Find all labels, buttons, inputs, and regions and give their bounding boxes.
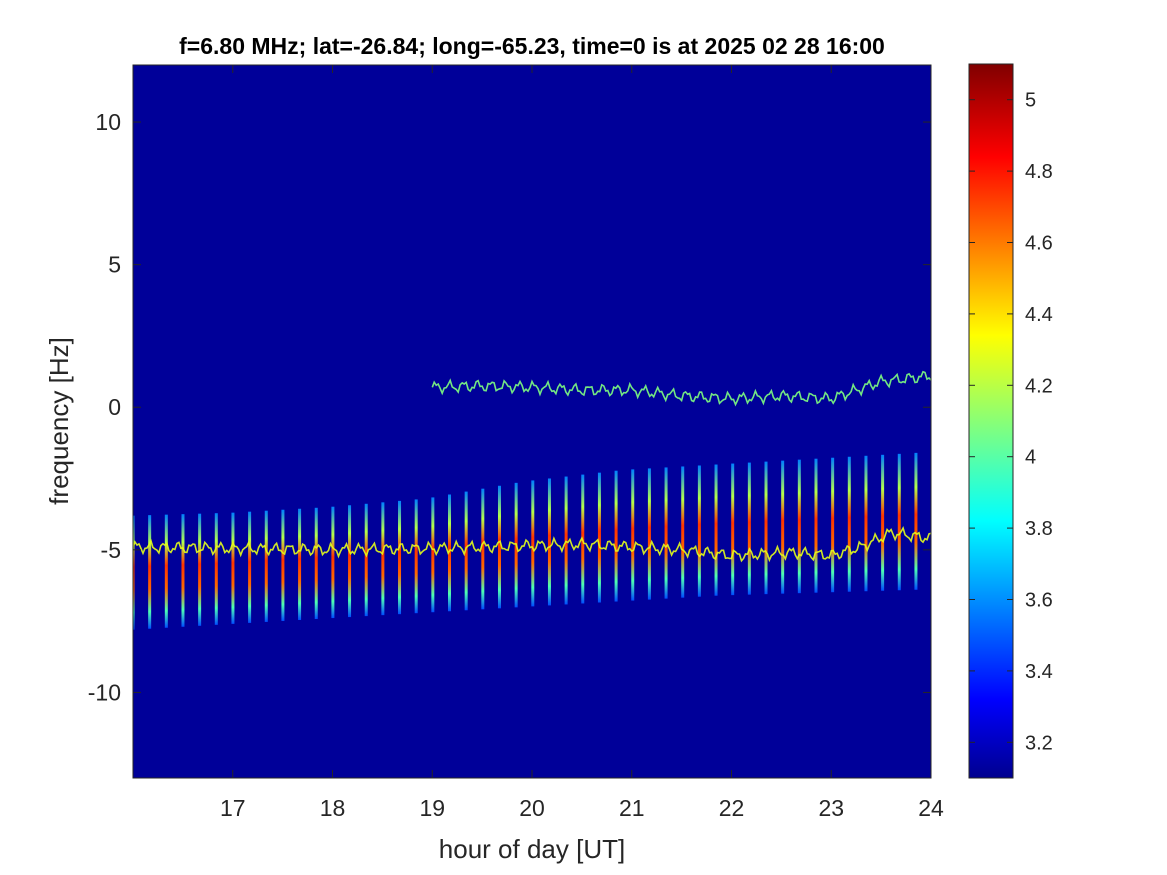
spectral-streak [164,514,168,628]
spectral-streak [897,453,901,591]
x-tick-label: 20 [519,795,545,821]
plot-background [133,65,931,778]
y-tick-label: -5 [101,537,121,563]
spectral-streak [264,510,268,622]
spectral-streak [497,485,501,609]
colorbar-tick-label: 4.6 [1025,233,1053,255]
spectral-streak [531,480,535,607]
colorbar-tick-label: 5 [1025,90,1036,112]
doppler-trace-main [133,526,931,563]
x-tick-label: 21 [619,795,645,821]
y-tick-label: 10 [95,109,121,135]
colorbar-gradient [968,63,1014,779]
colorbar-tick-label: 3.2 [1025,732,1053,754]
spectral-streak [414,499,418,614]
spectral-streak [298,508,302,620]
spectral-streak [697,465,701,597]
colorbar-tick-label: 3.8 [1025,518,1053,540]
spectral-streak [181,514,185,627]
spectral-streak [881,454,885,591]
spectral-streak [631,469,635,601]
colorbar-tick-label: 4.2 [1025,375,1053,397]
spectral-streak [381,502,385,616]
spectral-streak [481,488,485,610]
spectral-streak [133,515,135,630]
colorbar-tick-label: 4 [1025,447,1036,469]
spectral-streak [914,452,918,590]
plot-area [132,64,932,779]
spectral-streak [714,464,718,596]
spectral-streak [797,459,801,594]
colorbar-tick-label: 4.4 [1025,304,1053,326]
spectral-streak [547,478,551,606]
y-tick-label: -10 [88,679,121,705]
spectral-streak [831,457,835,593]
spectral-streak [448,494,452,612]
spectral-streak [231,512,235,624]
spectral-streak [431,497,435,613]
spectral-streak [664,467,668,599]
spectral-streak [398,500,402,615]
spectral-streak [331,506,335,619]
spectral-streak [864,455,868,592]
y-axis-label: frequency [Hz] [44,337,74,505]
x-tick-label: 23 [818,795,844,821]
chart-title: f=6.80 MHz; lat=-26.84; long=-65.23, tim… [179,33,885,59]
x-tick-label: 17 [220,795,246,821]
colorbar: 5 4.8 4.6 4.4 4.2 4 3.8 3.6 3.4 3.2 [968,63,1053,779]
spectral-streak [597,472,601,603]
spectral-streak [348,505,352,618]
spectral-streak [647,468,651,600]
spectral-streak [248,511,252,623]
colorbar-tick-label: 4.8 [1025,161,1053,183]
spectral-streak [464,491,468,611]
x-tick-label: 19 [419,795,445,821]
x-tick-label: 22 [719,795,745,821]
colorbar-tick-label: 3.4 [1025,661,1053,683]
y-axis: 10 5 0 -5 -10 [88,109,931,705]
spectral-streak [364,503,368,617]
spectral-streak [814,458,818,593]
spectral-streak [198,513,202,626]
x-axis-label: hour of day [UT] [439,834,625,864]
spectral-streak [614,470,618,602]
x-tick-label: 24 [918,795,944,821]
spectral-streak [314,507,318,620]
y-tick-label: 0 [108,394,121,420]
spectral-streak [764,461,768,595]
x-tick-label: 18 [320,795,346,821]
spectral-streak [281,509,285,621]
spectral-streak [847,456,851,592]
spectral-streak [781,460,785,594]
x-axis: 17 18 19 20 21 22 23 24 [220,65,944,821]
spectral-streak [148,515,152,629]
colorbar-tick-label: 3.6 [1025,590,1053,612]
spectral-streak [681,466,685,598]
y-tick-label: 5 [108,252,121,278]
spectral-streak [747,462,751,595]
spectral-streak [731,463,735,596]
doppler-trace-upper [431,370,931,407]
spectral-streak [214,513,218,625]
spectral-streak [564,476,568,605]
